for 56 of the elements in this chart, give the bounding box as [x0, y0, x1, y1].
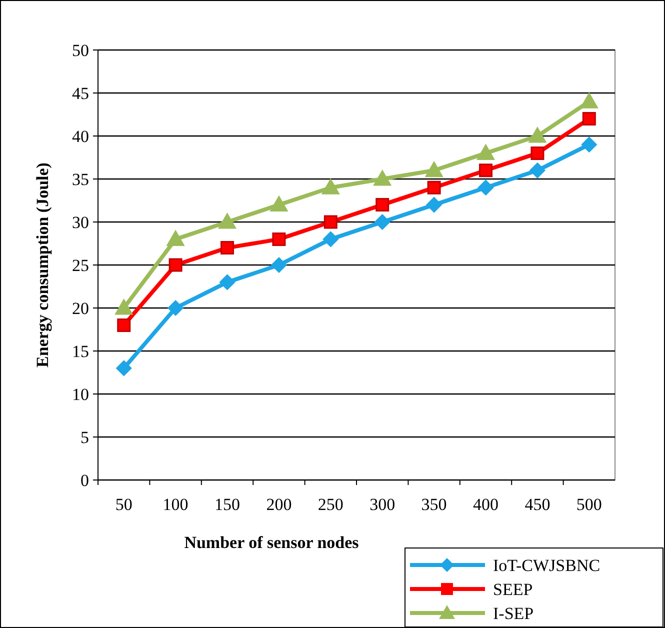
x-tick-label: 250 [318, 495, 344, 514]
point [581, 136, 597, 152]
point [115, 299, 133, 315]
x-tick-label: 400 [473, 495, 498, 514]
point [322, 231, 338, 247]
point [374, 170, 392, 186]
point [116, 360, 132, 376]
y-tick-label: 10 [72, 384, 89, 404]
y-tick-label: 40 [72, 126, 89, 146]
y-tick-label: 45 [72, 84, 89, 103]
point [426, 197, 442, 213]
point [479, 164, 492, 178]
x-tick-label: 200 [266, 495, 292, 514]
y-tick-label: 30 [72, 212, 89, 232]
point [582, 112, 596, 126]
legend-label: IoT-CWJSBNC [493, 556, 600, 575]
point [168, 258, 182, 272]
point [324, 215, 338, 229]
point [374, 214, 390, 230]
x-tick-label: 100 [162, 495, 188, 514]
point [528, 127, 546, 143]
x-tick-label: 150 [214, 495, 240, 514]
y-tick-label: 35 [72, 170, 89, 189]
point [272, 232, 286, 246]
point [478, 180, 494, 196]
point [218, 213, 236, 229]
y-tick-label: 50 [72, 40, 89, 60]
point [270, 196, 288, 212]
point [271, 257, 287, 273]
y-tick-label: 20 [72, 298, 89, 318]
y-tick-label: 25 [72, 256, 89, 275]
point [530, 162, 546, 178]
point [220, 241, 234, 255]
y-axis-title: Energy consumption (Joule) [33, 162, 52, 368]
point [168, 300, 184, 316]
point [580, 92, 598, 108]
x-axis-title: Number of sensor nodes [184, 533, 360, 552]
x-tick-label: 350 [421, 495, 447, 514]
point [220, 274, 235, 290]
y-tick-label: 5 [80, 428, 89, 447]
point [117, 318, 131, 332]
x-tick-label: 50 [115, 495, 132, 514]
point [376, 198, 390, 212]
point [530, 146, 544, 160]
legend-label: SEEP [493, 580, 533, 599]
y-tick-label: 15 [72, 342, 89, 361]
y-tick-label: 0 [80, 470, 89, 490]
legend-label: I-SEP [493, 604, 534, 623]
point [322, 178, 340, 194]
x-tick-label: 450 [524, 495, 550, 514]
x-tick-label: 300 [370, 495, 396, 514]
point [477, 144, 494, 160]
point [425, 162, 443, 178]
x-tick-label: 500 [576, 495, 602, 514]
point [427, 180, 441, 194]
point [166, 230, 184, 246]
